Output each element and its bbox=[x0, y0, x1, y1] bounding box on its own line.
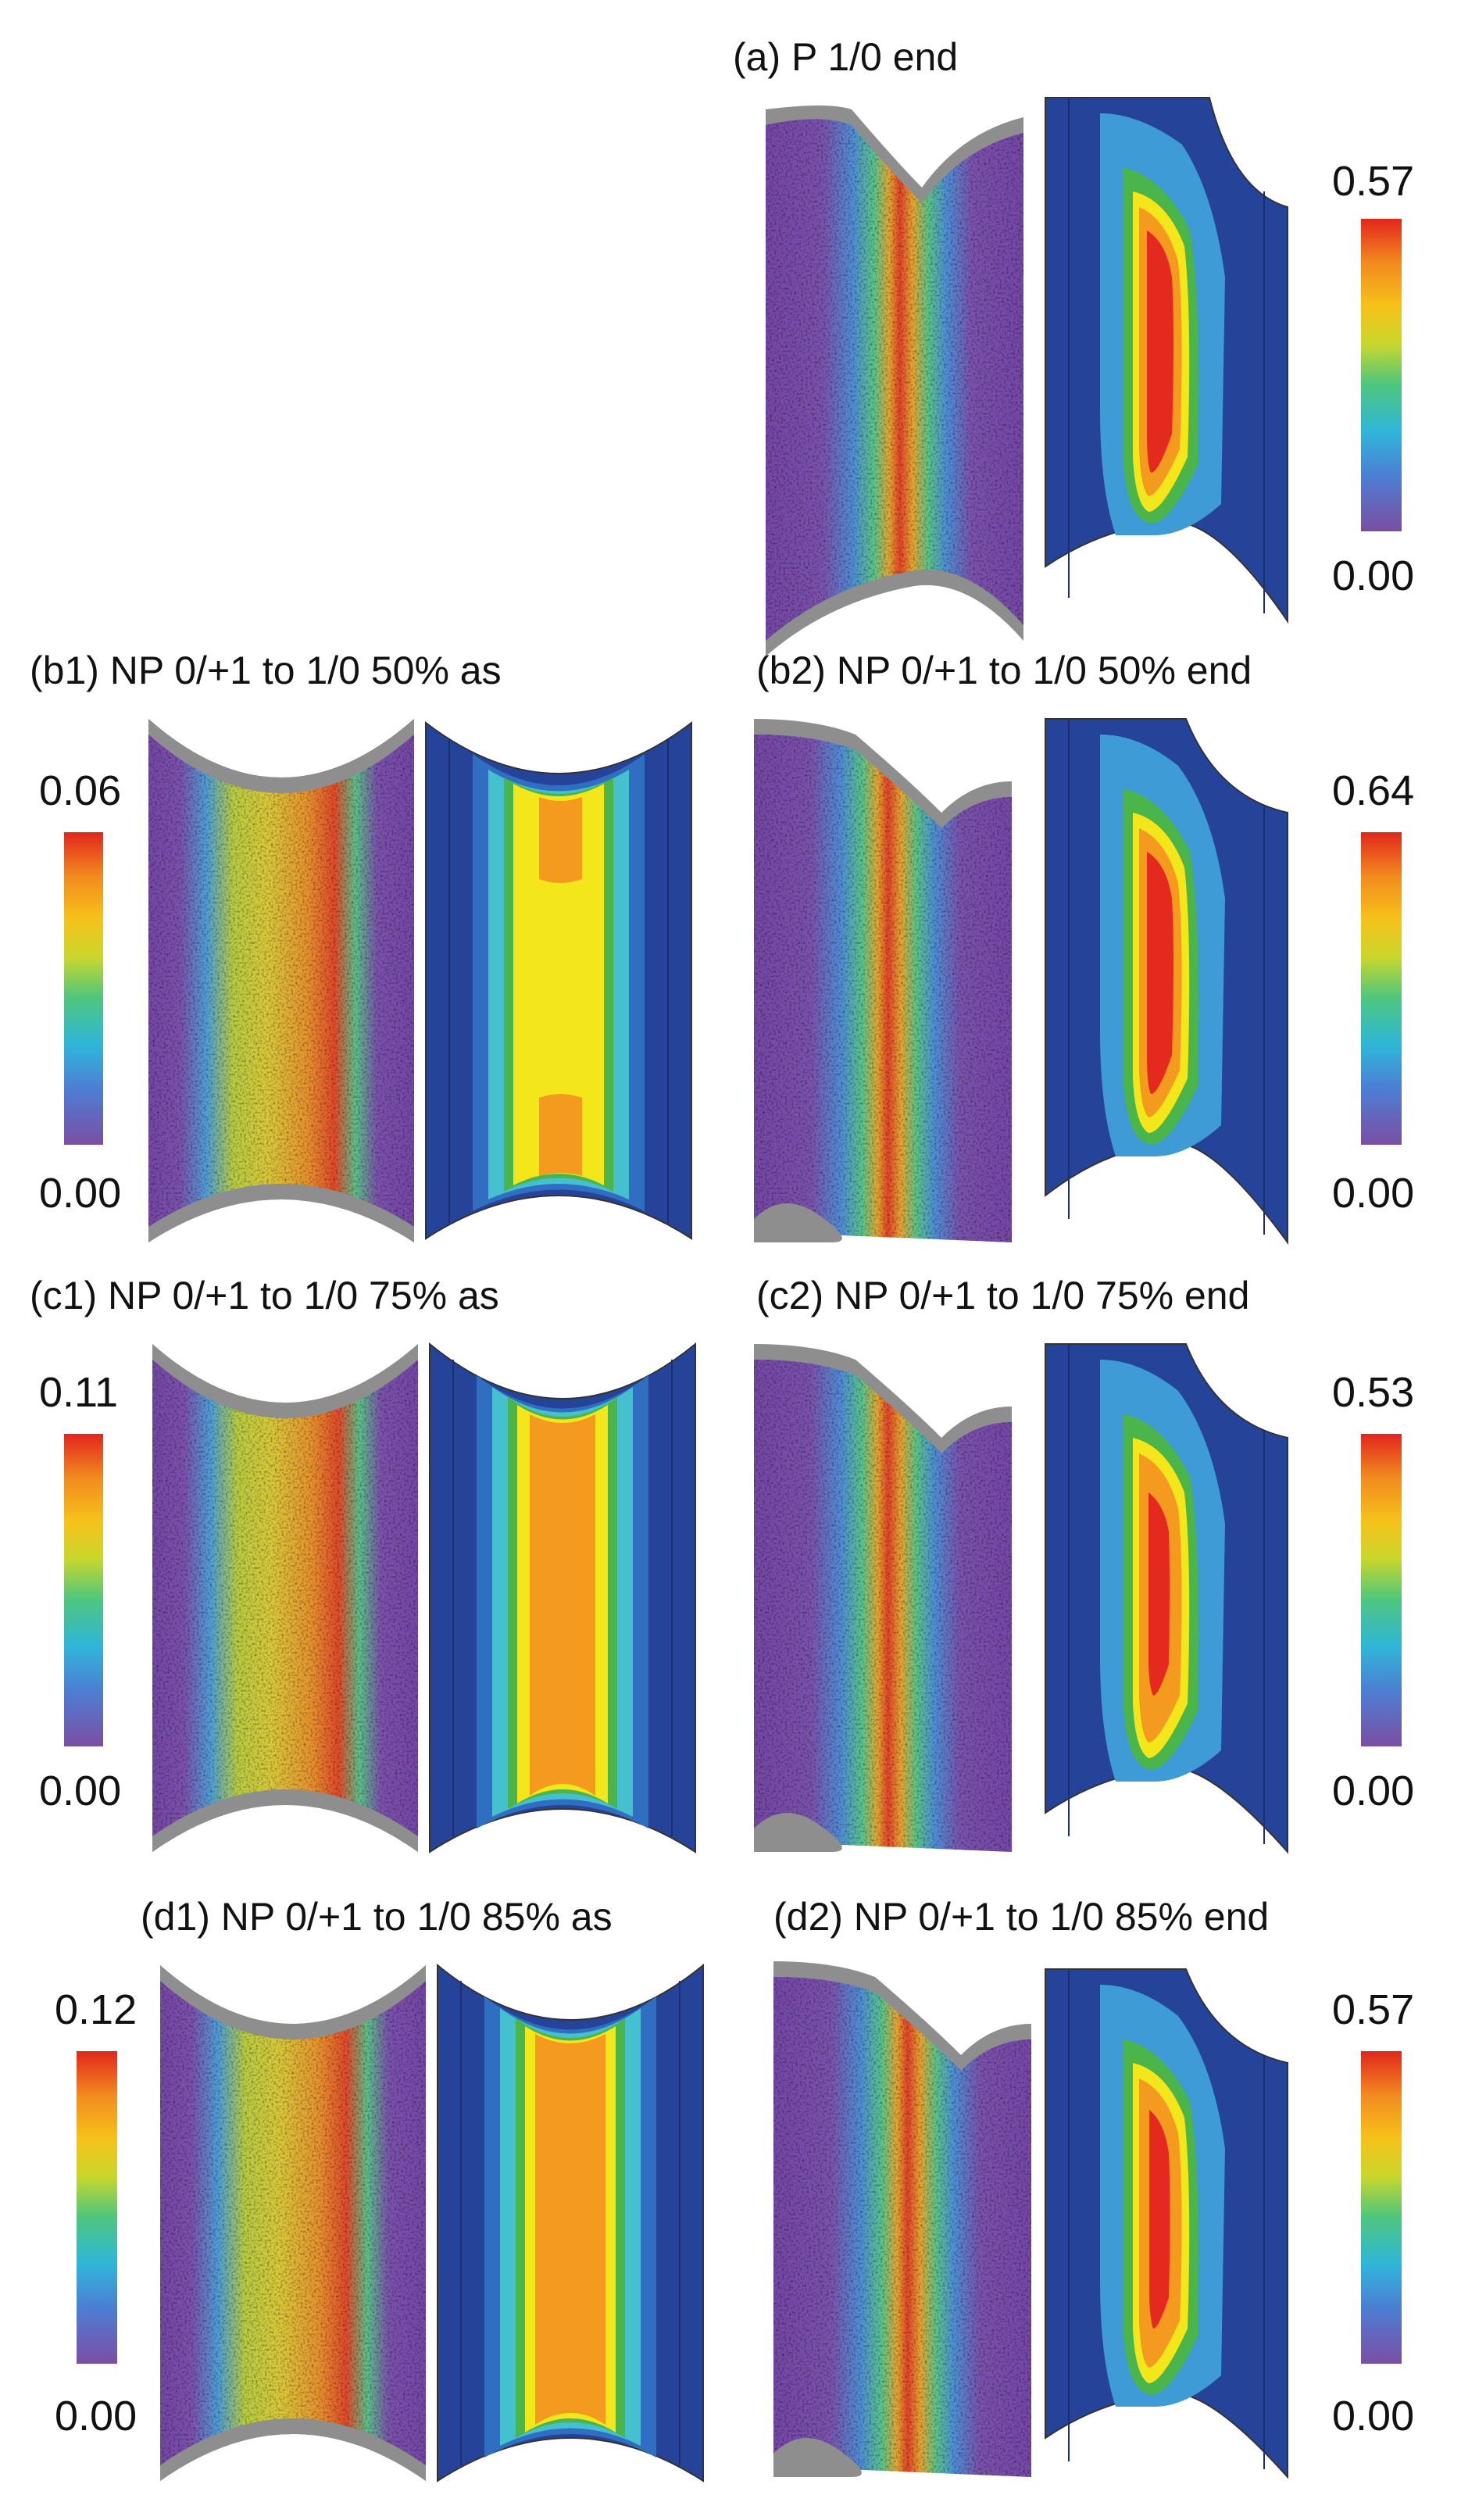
colorbar-b1 bbox=[64, 832, 103, 1145]
panel-a: 0.57 0.00 bbox=[766, 97, 1414, 656]
colorbar-c1 bbox=[64, 1434, 103, 1746]
panel-c1-title: (c1) NP 0/+1 to 1/0 75% as bbox=[30, 1274, 499, 1317]
panel-d2: 0.57 0.00 bbox=[773, 1961, 1414, 2479]
scale-max-d2: 0.57 bbox=[1332, 1986, 1414, 2033]
colorbar-d1 bbox=[77, 2051, 117, 2364]
scale-min-c1: 0.00 bbox=[39, 1768, 121, 1814]
sim-contour-c1 bbox=[429, 1342, 696, 1853]
panel-c2: 0.53 0.00 bbox=[754, 1343, 1414, 1854]
scale-min-b2: 0.00 bbox=[1332, 1170, 1414, 1217]
scale-max-a: 0.57 bbox=[1332, 158, 1414, 205]
scale-min-d1: 0.00 bbox=[55, 2393, 137, 2440]
panel-c1: 0.11 0.00 bbox=[39, 1342, 696, 1853]
scale-min-a: 0.00 bbox=[1332, 552, 1414, 599]
dic-image-a bbox=[766, 105, 1023, 656]
sim-contour-d1 bbox=[437, 1963, 704, 2482]
panel-b1: 0.06 0.00 bbox=[39, 719, 692, 1242]
sim-contour-a bbox=[1045, 97, 1288, 624]
scale-min-d2: 0.00 bbox=[1332, 2393, 1414, 2440]
colorbar-a bbox=[1361, 219, 1402, 531]
scale-max-d1: 0.12 bbox=[55, 1986, 137, 2033]
colorbar-d2 bbox=[1361, 2051, 1402, 2364]
panel-b1-title: (b1) NP 0/+1 to 1/0 50% as bbox=[30, 649, 502, 692]
panel-d2-title: (d2) NP 0/+1 to 1/0 85% end bbox=[773, 1895, 1269, 1939]
panel-b2: 0.64 0.00 bbox=[754, 718, 1414, 1246]
dic-image-c1 bbox=[152, 1344, 418, 1852]
scale-min-c2: 0.00 bbox=[1332, 1768, 1414, 1814]
dic-image-d2 bbox=[773, 1961, 1031, 2477]
scale-max-c2: 0.53 bbox=[1332, 1369, 1414, 1416]
scale-max-b1: 0.06 bbox=[39, 767, 121, 814]
dic-image-c2 bbox=[754, 1344, 1012, 1852]
colorbar-b2 bbox=[1361, 832, 1402, 1145]
sim-contour-b2 bbox=[1045, 718, 1288, 1246]
dic-image-b2 bbox=[754, 719, 1012, 1242]
panel-c2-title: (c2) NP 0/+1 to 1/0 75% end bbox=[756, 1274, 1249, 1317]
scale-min-b1: 0.00 bbox=[39, 1170, 121, 1217]
scale-max-c1: 0.11 bbox=[39, 1369, 118, 1416]
dic-image-d1 bbox=[160, 1965, 426, 2481]
sim-contour-d2 bbox=[1045, 1968, 1288, 2479]
panel-b2-title: (b2) NP 0/+1 to 1/0 50% end bbox=[756, 649, 1252, 692]
panel-d1-title: (d1) NP 0/+1 to 1/0 85% as bbox=[141, 1895, 613, 1939]
dic-image-b1 bbox=[148, 719, 414, 1242]
sim-contour-c2 bbox=[1045, 1343, 1288, 1854]
colorbar-c2 bbox=[1361, 1434, 1402, 1746]
panel-d1: 0.12 0.00 bbox=[55, 1963, 704, 2482]
panel-a-title: (a) P 1/0 end bbox=[733, 35, 958, 79]
sim-contour-b1 bbox=[425, 720, 692, 1240]
scale-max-b2: 0.64 bbox=[1332, 767, 1414, 814]
